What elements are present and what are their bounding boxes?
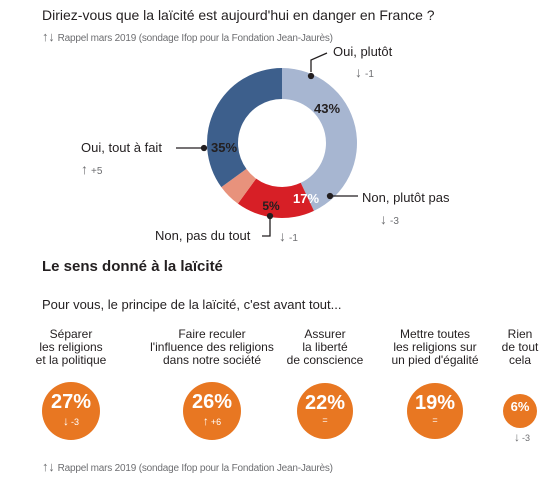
item-caption-line: Rien bbox=[507, 327, 533, 341]
item-caption-line: et la politique bbox=[35, 353, 107, 367]
donut-slice-non-plutot-pas bbox=[237, 178, 314, 218]
item-caption: Faire reculer l'influence des religions da… bbox=[137, 328, 287, 367]
donut-recall-text: Rappel mars 2019 (sondage Ifop pour la F… bbox=[57, 33, 333, 44]
item-percent: 6% bbox=[510, 399, 530, 414]
slice-pct-oui-tout-a-fait: 35% bbox=[211, 140, 237, 155]
item-change: = bbox=[407, 415, 463, 425]
down-arrow-icon: ↓ bbox=[279, 228, 286, 244]
slice-pct-non-pas-du-tout: 5% bbox=[262, 199, 280, 213]
item-caption-line: de tout bbox=[501, 340, 539, 354]
item-caption: Mettre toutes les religions sur un pied d'… bbox=[380, 328, 490, 367]
down-arrow-icon: ↓ bbox=[62, 414, 69, 428]
slice-label-oui-tout-a-fait: Oui, tout à fait bbox=[81, 140, 162, 155]
section-recall-line: ↑↓ Rappel mars 2019 (sondage Ifop pour la… bbox=[42, 459, 333, 474]
donut-question: Diriez-vous que la laïcité est aujourd'h… bbox=[42, 7, 435, 23]
item-change-value: -3 bbox=[70, 417, 79, 427]
item-change-value: +6 bbox=[210, 417, 222, 427]
donut-leader-lines bbox=[176, 52, 358, 237]
slice-change-non-pas-du-tout: ↓ -1 bbox=[279, 228, 298, 244]
item-caption-line: l'influence des religions bbox=[150, 340, 274, 354]
item-change: ↑ +6 bbox=[183, 414, 241, 428]
item-value-circle: 27% ↓ -3 bbox=[42, 382, 100, 440]
donut-slice-non-pas-du-tout bbox=[221, 168, 257, 204]
item-caption-line: un pied d'égalité bbox=[391, 353, 479, 367]
slice-pct-non-plutot-pas: 17% bbox=[293, 191, 319, 206]
section-question: Pour vous, le principe de la laïcité, c'… bbox=[42, 297, 342, 312]
slice-change-oui-tout-a-fait: ↑ +5 bbox=[81, 161, 102, 177]
up-down-arrows-icon: ↑↓ bbox=[42, 459, 55, 474]
change-value: -3 bbox=[390, 216, 399, 227]
item-caption-line: Faire reculer bbox=[178, 327, 246, 341]
item-change: ↓ -3 bbox=[42, 414, 100, 428]
item-value-circle: 26% ↑ +6 bbox=[183, 382, 241, 440]
up-arrow-icon: ↑ bbox=[81, 161, 88, 177]
item-percent: 19% bbox=[414, 392, 456, 414]
item-caption-line: la liberté bbox=[302, 340, 348, 354]
item-change: ↓ -3 bbox=[514, 430, 530, 444]
item-caption: Assurer la liberté de conscience bbox=[275, 328, 375, 367]
donut-slice-oui-plutot bbox=[282, 68, 357, 211]
item-percent: 26% bbox=[191, 391, 233, 413]
item-change-value: -3 bbox=[522, 433, 531, 443]
item-caption: Séparer les religions et la politique bbox=[16, 328, 126, 367]
down-arrow-icon: ↓ bbox=[380, 211, 387, 227]
item-caption-line: cela bbox=[508, 353, 531, 367]
change-value: +5 bbox=[91, 166, 103, 177]
section-title: Le sens donné à la laïcité bbox=[42, 258, 223, 275]
down-arrow-icon: ↓ bbox=[355, 64, 362, 80]
leader-dot-oui-plutot bbox=[307, 72, 315, 80]
slice-change-oui-plutot: ↓ -1 bbox=[355, 64, 374, 80]
leader-line-non-pas-du-tout bbox=[262, 218, 271, 237]
item-change: = bbox=[297, 415, 353, 425]
slice-change-non-plutot-pas: ↓ -3 bbox=[380, 211, 399, 227]
up-arrow-icon: ↑ bbox=[202, 414, 209, 428]
item-caption-line: de conscience bbox=[286, 353, 364, 367]
slice-label-non-pas-du-tout: Non, pas du tout bbox=[155, 228, 251, 243]
item-caption-line: dans notre société bbox=[162, 353, 262, 367]
item-caption: Rien de tout cela bbox=[495, 328, 545, 367]
leader-line-oui-plutot bbox=[310, 52, 328, 72]
donut-slices bbox=[207, 68, 357, 218]
item-value-circle: 22% = bbox=[297, 383, 353, 439]
item-percent: 27% bbox=[50, 391, 92, 413]
item-value-circle: 19% = bbox=[407, 383, 463, 439]
item-percent: 22% bbox=[304, 392, 346, 414]
item-caption-line: Séparer bbox=[49, 327, 93, 341]
donut-slice-oui-tout-a-fait bbox=[207, 68, 282, 188]
change-value: -1 bbox=[289, 233, 298, 244]
item-caption-line: les religions sur bbox=[393, 340, 477, 354]
section-recall-text: Rappel mars 2019 (sondage Ifop pour la F… bbox=[57, 463, 333, 474]
slice-pct-oui-plutot: 43% bbox=[314, 101, 340, 116]
slice-label-oui-plutot: Oui, plutôt bbox=[333, 44, 393, 59]
item-value-circle: 6% bbox=[503, 394, 537, 428]
item-change-value: = bbox=[432, 415, 438, 425]
donut-recall-line: ↑↓ Rappel mars 2019 (sondage Ifop pour la… bbox=[42, 29, 333, 44]
item-change-value: = bbox=[322, 415, 328, 425]
leader-dot-oui-tout-a-fait bbox=[200, 144, 208, 152]
item-caption-line: Assurer bbox=[304, 327, 346, 341]
down-arrow-icon: ↓ bbox=[514, 430, 520, 444]
slice-label-non-plutot-pas: Non, plutôt pas bbox=[362, 190, 450, 205]
item-caption-line: les religions bbox=[39, 340, 103, 354]
item-caption-line: Mettre toutes bbox=[399, 327, 471, 341]
leader-dot-non-plutot-pas bbox=[326, 192, 334, 200]
leader-dot-non-pas-du-tout bbox=[266, 212, 274, 220]
up-down-arrows-icon: ↑↓ bbox=[42, 29, 55, 44]
change-value: -1 bbox=[365, 69, 374, 80]
